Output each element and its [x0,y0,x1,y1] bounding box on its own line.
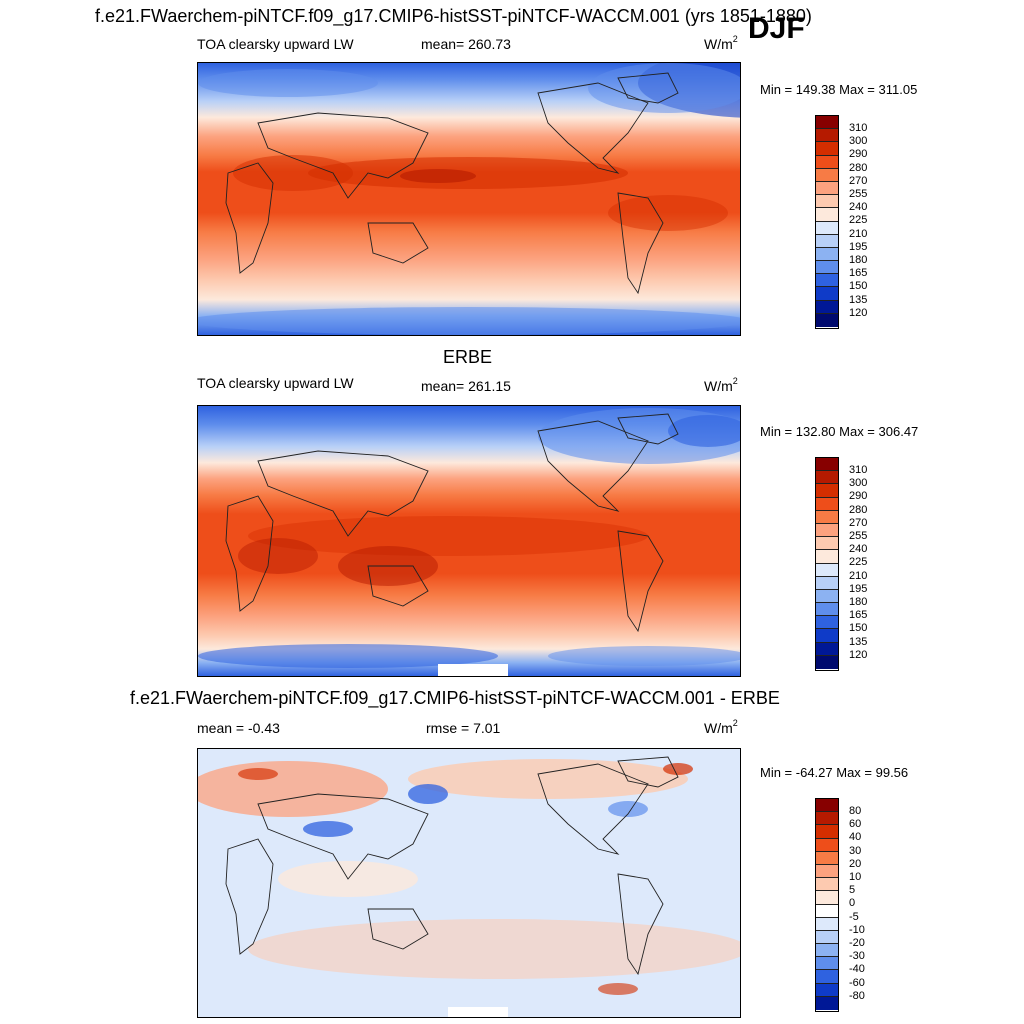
colorbar-tick: -5 [849,910,859,923]
colorbar-tick: 20 [849,857,862,870]
colorbar-tick: 5 [849,884,856,897]
panel1-mean: mean= 260.73 [421,36,511,52]
panel2-map [197,405,741,677]
colorbar-tick: 225 [849,556,868,569]
colorbar-tick: 300 [849,477,868,490]
panel1-map [197,62,741,336]
panel1-variable: TOA clearsky upward LW [197,36,354,52]
panel3-minmax: Min = -64.27 Max = 99.56 [760,765,909,780]
panel2-units: W/m2 [704,376,738,394]
colorbar-tick: 0 [849,897,856,910]
colorbar-tick: -20 [849,937,865,949]
colorbar-tick: -40 [849,963,865,976]
panel3-heading: f.e21.FWaerchem-piNTCF.f09_g17.CMIP6-his… [130,688,780,708]
colorbar-tick: 60 [849,818,862,831]
colorbar-tick: 290 [849,490,868,503]
panel1-map-field [198,63,740,335]
panel2-map-field [198,406,740,676]
colorbar-tick: 135 [849,635,868,648]
colorbar-tick: -80 [849,989,865,1002]
colorbar-tick: 255 [849,530,868,542]
colorbar-tick: 135 [849,293,868,306]
panel1-minmax: Min = 149.38 Max = 311.05 [760,82,918,97]
colorbar-tick: 210 [849,569,868,582]
panel2-minmax: Min = 132.80 Max = 306.47 [760,424,919,439]
panel3-mean: mean = -0.43 [197,720,280,736]
colorbar-tick: 195 [849,582,868,595]
colorbar-tick: 165 [849,609,868,622]
colorbar-tick: 310 [849,122,868,134]
colorbar-tick: 180 [849,596,868,608]
panel2-colorbar [815,457,839,671]
colorbar-tick: 120 [849,306,868,319]
colorbar-tick: 120 [849,648,868,661]
colorbar-tick: 165 [849,267,868,280]
colorbar-tick: 225 [849,214,868,227]
colorbar-tick: 210 [849,227,868,240]
panel2-variable: TOA clearsky upward LW [197,375,354,391]
season-label: DJF [748,12,805,45]
colorbar-tick: 10 [849,871,862,883]
colorbar-tick: -10 [849,923,865,936]
colorbar-tick: 270 [849,516,868,529]
figure-title: f.e21.FWaerchem-piNTCF.f09_g17.CMIP6-his… [95,6,812,26]
panel3-units: W/m2 [704,718,738,736]
colorbar-tick: 150 [849,622,868,635]
colorbar-tick: 195 [849,240,868,253]
colorbar-tick: 180 [849,254,868,266]
panel3-colorbar [815,798,839,1012]
colorbar-tick: 270 [849,174,868,187]
panel3-map-field [198,749,740,1017]
colorbar-tick: 240 [849,543,868,556]
colorbar-tick: 310 [849,464,868,476]
colorbar-tick: 240 [849,201,868,214]
panel3-rmse: rmse = 7.01 [426,720,501,736]
colorbar-tick: 290 [849,148,868,161]
colorbar-tick: 280 [849,503,868,516]
colorbar-tick: 40 [849,831,862,844]
colorbar-tick: -60 [849,976,865,989]
panel3-map [197,748,741,1018]
colorbar-tick: 255 [849,188,868,200]
panel2-heading: ERBE [443,347,493,367]
panel1-colorbar [815,115,839,329]
colorbar-tick: -30 [849,950,865,963]
panel1-units: W/m2 [704,34,738,52]
colorbar-tick: 280 [849,161,868,174]
colorbar-tick: 80 [849,805,862,817]
colorbar-tick: 150 [849,280,868,293]
colorbar-tick: 300 [849,135,868,148]
colorbar-tick: 30 [849,844,862,857]
panel2-mean: mean= 261.15 [421,378,511,394]
